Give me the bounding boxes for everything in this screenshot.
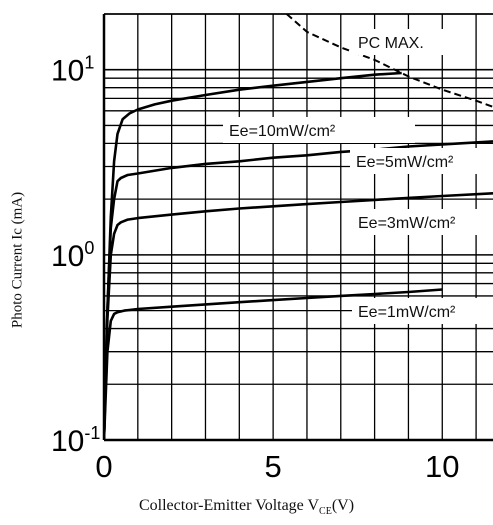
y-tick-exponent: 1 [84,53,94,73]
pc-max-dashed-line [286,14,493,108]
y-axis-label: Photo Current Ic (mA) [9,191,26,329]
y-tick-base: 10 [51,425,84,458]
annotation-background [352,209,493,235]
y-tick-base: 10 [51,240,84,273]
series-line-1 [104,71,402,440]
annotation-background [352,298,493,324]
annotation-background [350,148,493,174]
x-axis-label: Collector-Emitter Voltage VCE(V) [0,497,493,517]
y-tick-label: 10-1 [51,423,100,458]
y-axis-label-container: Photo Current Ic (mA) [6,130,30,390]
x-tick-label: 10 [425,449,459,484]
x-tick-label: 5 [265,449,282,484]
x-tick-label: 0 [95,449,112,484]
curve-annotation-label: Ee=5mW/cm² [356,154,454,171]
curve-annotation-label: PC MAX. [358,35,424,52]
annotation-background [223,117,415,143]
y-tick-label: 100 [51,238,94,273]
y-tick-base: 10 [51,55,84,88]
x-axis-label-subscript: CE [319,506,332,518]
series-line-3 [104,192,493,440]
y-tick-exponent: -1 [84,423,100,443]
curve-annotation-label: Ee=1mW/cm² [358,304,456,321]
y-tick-label: 101 [51,53,94,88]
x-axis-label-unit: (V) [331,497,355,514]
curve-annotation-label: Ee=10mW/cm² [229,123,336,140]
y-tick-exponent: 0 [84,238,94,258]
curve-annotation-label: Ee=3mW/cm² [358,215,456,232]
x-axis-label-main: Collector-Emitter Voltage V [138,497,320,514]
annotation-background [352,29,454,55]
series-line-4 [104,288,443,440]
